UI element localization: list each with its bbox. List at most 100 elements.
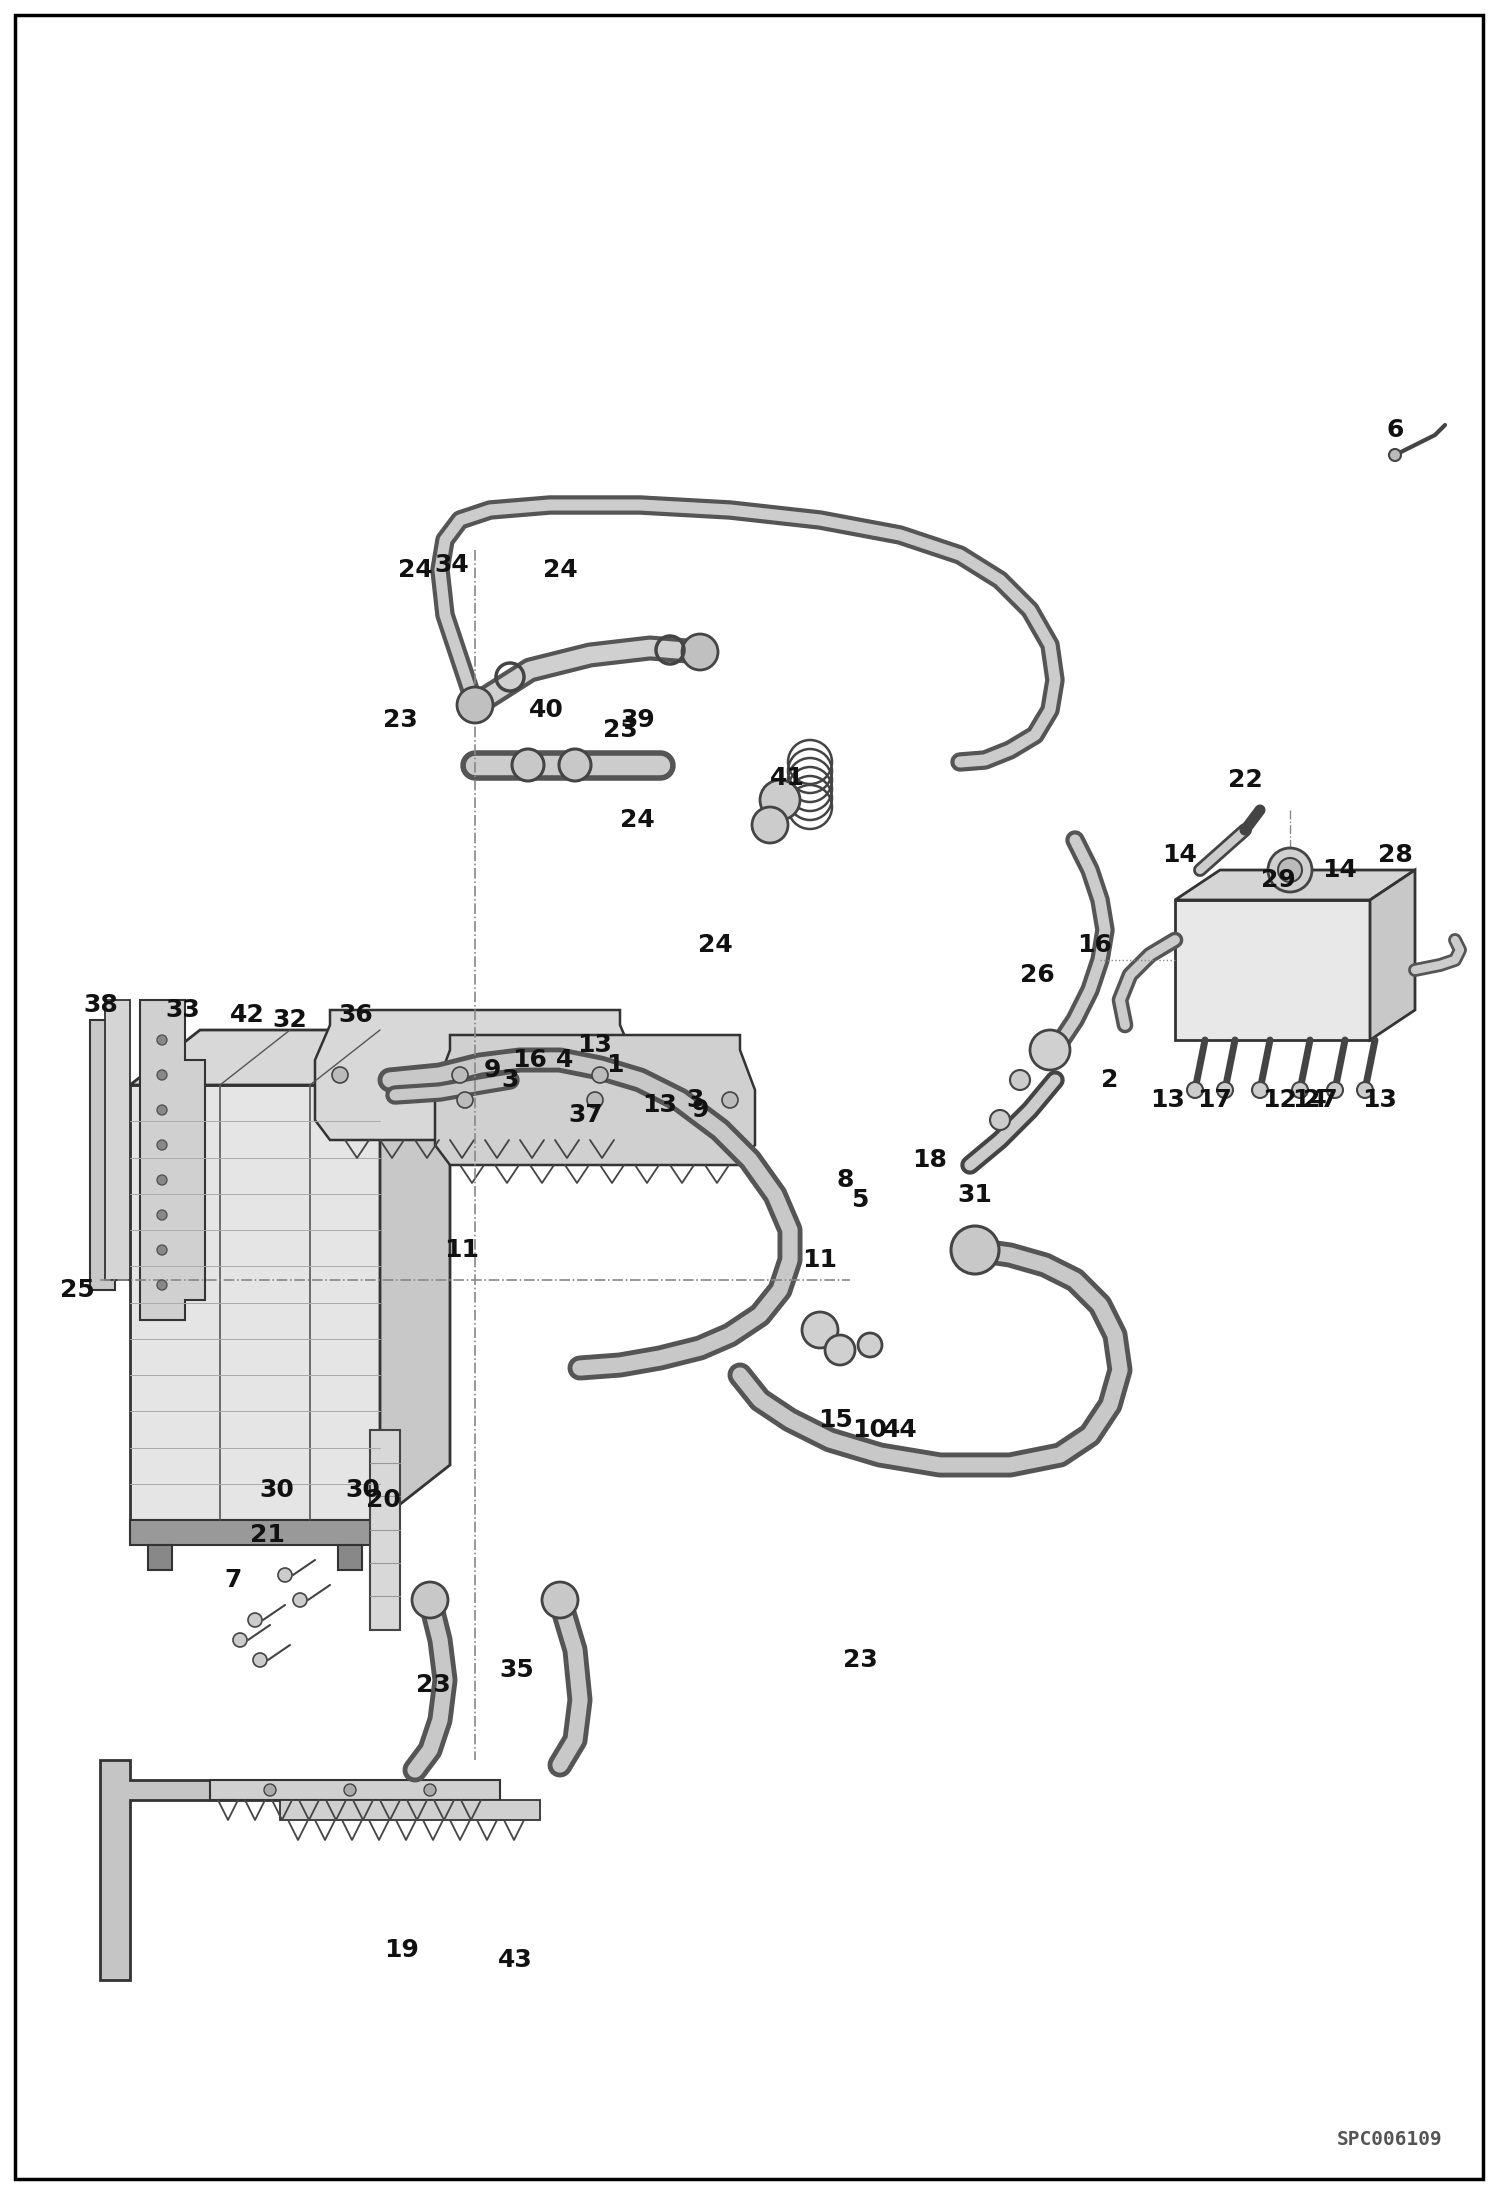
Circle shape <box>1278 858 1302 882</box>
Text: 23: 23 <box>842 1648 878 1672</box>
Circle shape <box>1327 1082 1344 1097</box>
Polygon shape <box>130 1520 380 1545</box>
Text: 24: 24 <box>698 932 733 957</box>
Polygon shape <box>105 1000 130 1279</box>
Text: 21: 21 <box>250 1523 285 1547</box>
Polygon shape <box>139 1000 205 1321</box>
Polygon shape <box>130 1086 380 1520</box>
Text: 37: 37 <box>569 1104 604 1128</box>
Text: 25: 25 <box>60 1277 94 1301</box>
Text: 11: 11 <box>445 1237 479 1262</box>
Text: 13: 13 <box>578 1033 613 1058</box>
Text: 16: 16 <box>1077 932 1113 957</box>
Circle shape <box>157 1141 166 1150</box>
Text: 3: 3 <box>686 1088 704 1112</box>
Text: 14: 14 <box>1323 858 1357 882</box>
Circle shape <box>157 1279 166 1290</box>
Polygon shape <box>280 1799 539 1821</box>
Circle shape <box>951 1226 999 1275</box>
Text: 14: 14 <box>1162 842 1197 867</box>
Text: 9: 9 <box>484 1058 500 1082</box>
Text: 32: 32 <box>273 1007 307 1031</box>
Text: 33: 33 <box>166 998 201 1022</box>
Text: 16: 16 <box>512 1049 547 1073</box>
Polygon shape <box>130 1029 449 1086</box>
Circle shape <box>424 1784 436 1797</box>
Circle shape <box>157 1036 166 1044</box>
Circle shape <box>1267 849 1312 893</box>
Text: 9: 9 <box>691 1097 709 1121</box>
Text: 24: 24 <box>397 557 433 581</box>
Circle shape <box>157 1071 166 1079</box>
Circle shape <box>858 1334 882 1358</box>
Text: 3: 3 <box>502 1068 518 1093</box>
Text: 4: 4 <box>556 1049 574 1073</box>
Text: 35: 35 <box>500 1659 535 1683</box>
Circle shape <box>990 1110 1010 1130</box>
Circle shape <box>512 748 544 781</box>
Text: 14: 14 <box>1293 1088 1327 1112</box>
Text: 29: 29 <box>1261 869 1296 893</box>
Bar <box>370 1430 400 1630</box>
Circle shape <box>157 1244 166 1255</box>
Text: 2: 2 <box>1101 1068 1119 1093</box>
Text: 6: 6 <box>1386 419 1404 441</box>
Circle shape <box>452 1066 467 1084</box>
Circle shape <box>592 1066 608 1084</box>
Text: 5: 5 <box>851 1187 869 1211</box>
Circle shape <box>279 1569 292 1582</box>
Circle shape <box>157 1176 166 1185</box>
Polygon shape <box>210 1779 500 1799</box>
Text: 24: 24 <box>620 807 655 832</box>
Text: 19: 19 <box>385 1937 419 1961</box>
Circle shape <box>1010 1071 1031 1090</box>
Circle shape <box>1186 1082 1203 1097</box>
Circle shape <box>1216 1082 1233 1097</box>
Text: 24: 24 <box>542 557 577 581</box>
Polygon shape <box>380 1029 449 1520</box>
Text: 34: 34 <box>434 553 469 577</box>
Circle shape <box>157 1106 166 1115</box>
Text: 42: 42 <box>229 1003 264 1027</box>
Circle shape <box>542 1582 578 1617</box>
Circle shape <box>294 1593 307 1606</box>
Text: 31: 31 <box>957 1183 993 1207</box>
Text: 10: 10 <box>852 1417 887 1441</box>
Circle shape <box>722 1093 739 1108</box>
Text: 13: 13 <box>643 1093 677 1117</box>
Text: 23: 23 <box>415 1674 451 1696</box>
Circle shape <box>157 1211 166 1220</box>
Circle shape <box>1357 1082 1374 1097</box>
Circle shape <box>759 781 800 821</box>
Text: 11: 11 <box>803 1248 837 1273</box>
Polygon shape <box>339 1545 363 1571</box>
Text: 13: 13 <box>1150 1088 1185 1112</box>
Text: SPC006109: SPC006109 <box>1338 2130 1443 2148</box>
Text: 23: 23 <box>382 709 418 733</box>
Polygon shape <box>148 1545 172 1571</box>
Circle shape <box>1252 1082 1267 1097</box>
Text: 30: 30 <box>346 1479 380 1503</box>
Text: 1: 1 <box>607 1053 623 1077</box>
Polygon shape <box>1174 871 1416 900</box>
Text: 41: 41 <box>770 766 804 790</box>
Text: 38: 38 <box>84 994 118 1018</box>
Circle shape <box>1031 1029 1070 1071</box>
Text: 27: 27 <box>1303 1088 1338 1112</box>
Circle shape <box>752 807 788 842</box>
Circle shape <box>825 1334 855 1365</box>
Text: 17: 17 <box>1197 1088 1233 1112</box>
Text: 13: 13 <box>1363 1088 1398 1112</box>
Polygon shape <box>100 1760 419 1979</box>
Text: 7: 7 <box>225 1569 241 1593</box>
Text: 26: 26 <box>1020 963 1055 987</box>
Text: 43: 43 <box>497 1948 532 1972</box>
Circle shape <box>345 1784 357 1797</box>
Circle shape <box>249 1613 262 1628</box>
Text: 12: 12 <box>1263 1088 1297 1112</box>
Circle shape <box>412 1582 448 1617</box>
Circle shape <box>1389 450 1401 461</box>
Text: 23: 23 <box>602 717 637 742</box>
Polygon shape <box>90 1020 115 1290</box>
Text: 40: 40 <box>529 698 563 722</box>
